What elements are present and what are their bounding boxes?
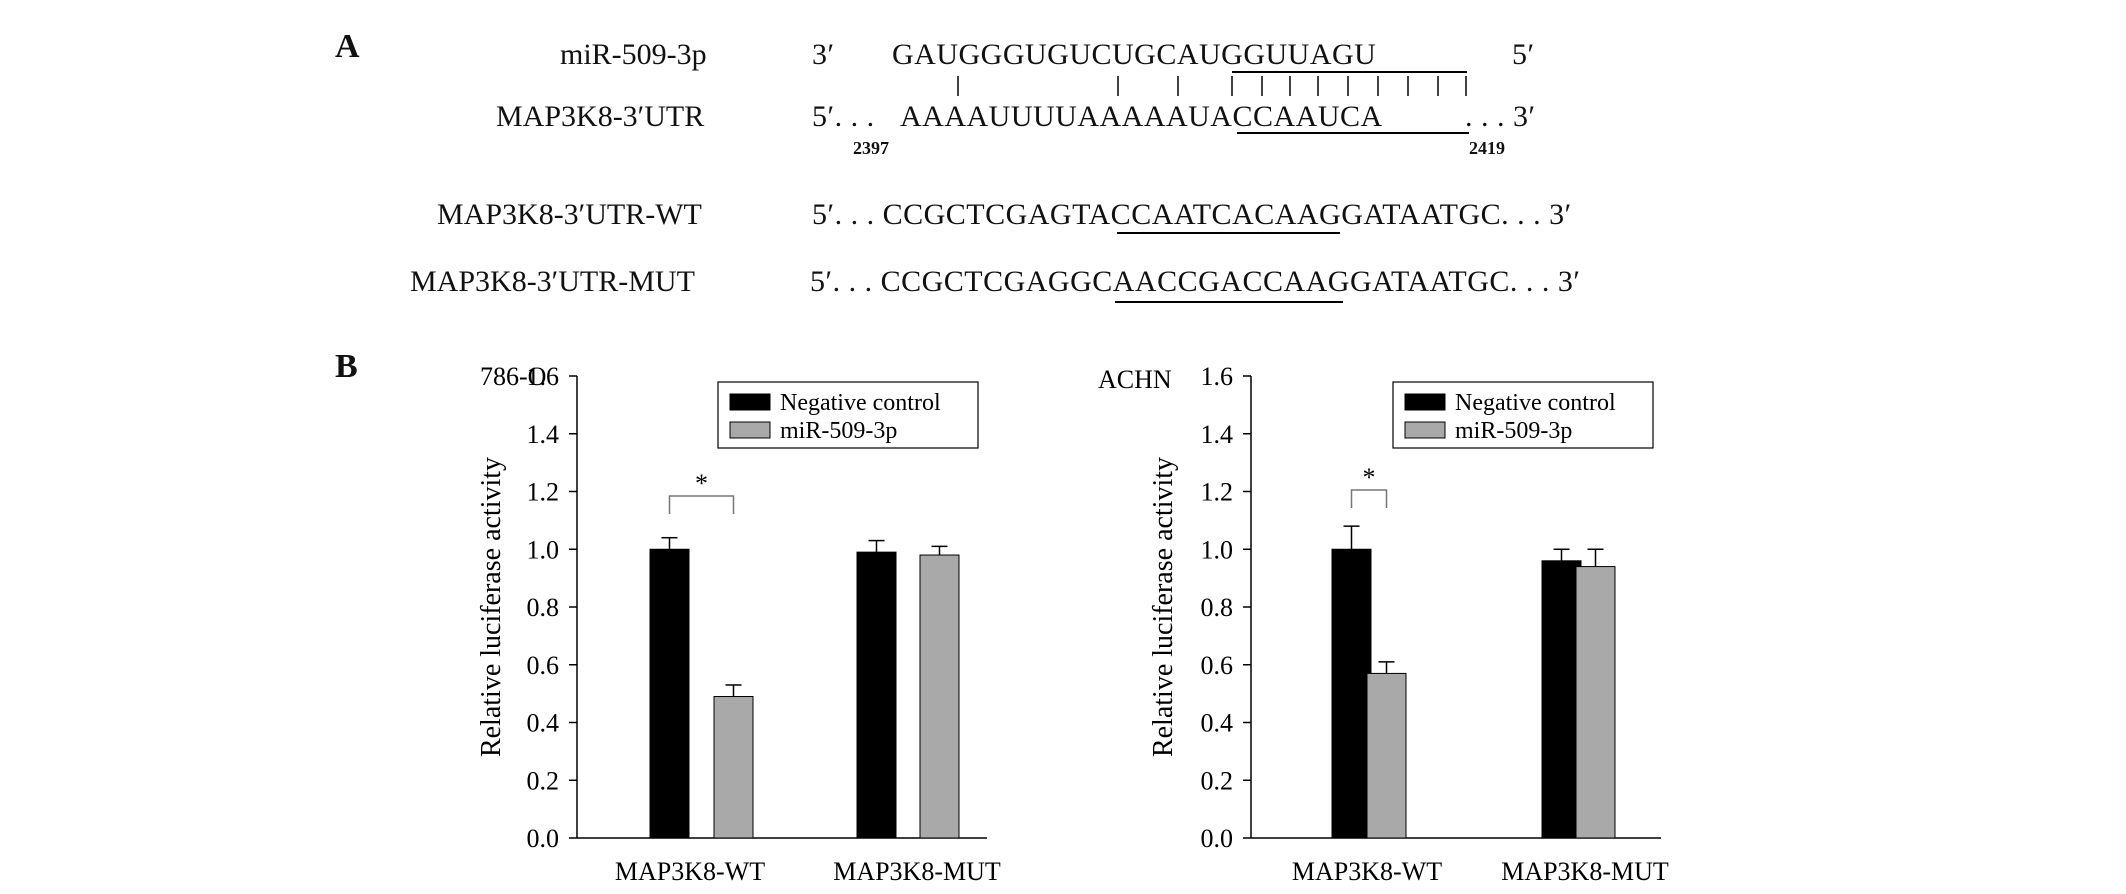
y-axis-label: Relative luciferase activity — [476, 457, 507, 757]
panel-b-label: B — [335, 348, 358, 385]
x-category-label: MAP3K8-MUT — [833, 857, 1001, 886]
utr-end-position: 2419 — [1469, 138, 1505, 158]
mut-flank-right: CAAGGATAATGC — [1262, 265, 1510, 298]
bar — [1575, 566, 1616, 839]
y-tick-label: 1.6 — [1201, 362, 1234, 391]
legend-swatch — [729, 421, 771, 439]
y-tick-label: 1.0 — [527, 535, 560, 564]
y-tick-label: 0.4 — [1201, 709, 1234, 738]
mirna-5prime-end: 5′ — [1512, 38, 1535, 71]
mut-suffix: . . . 3′ — [1509, 265, 1581, 298]
y-tick-label: 0.0 — [1201, 824, 1234, 853]
significance-star: * — [1363, 463, 1376, 492]
legend-label: Negative control — [780, 390, 941, 416]
wt-prefix: 5′. . . — [812, 198, 875, 231]
mut-site: GCAACCGAC — [1070, 265, 1263, 298]
mirna-sequence: GAUGGGUGUCUGCAUGGUUAGU — [892, 38, 1377, 71]
y-tick-label: 0.2 — [1201, 766, 1234, 795]
wt-site: TACCAATCA — [1072, 198, 1255, 231]
utr-label: MAP3K8-3′UTR — [496, 100, 705, 133]
legend-label: miR-509-3p — [1455, 418, 1572, 444]
y-tick-label: 0.4 — [527, 709, 560, 738]
wt-sequence: 5′. . . CCGCTCGAGTACCAATCACAAGGATAATGC. … — [812, 198, 1572, 232]
y-tick-label: 1.4 — [1201, 420, 1234, 449]
utr-prefix: 5′. . . — [812, 100, 875, 133]
utr-suffix: . . . 3′ — [1465, 100, 1536, 133]
bar — [713, 696, 754, 839]
y-tick-label: 1.2 — [1201, 478, 1234, 507]
bar — [919, 554, 960, 839]
legend-label: miR-509-3p — [780, 418, 897, 444]
legend-swatch — [1404, 393, 1446, 411]
y-tick-label: 0.2 — [527, 766, 560, 795]
cell-line-label: ACHN — [1098, 365, 1172, 394]
legend-swatch — [1404, 421, 1446, 439]
wt-label: MAP3K8-3′UTR-WT — [437, 198, 702, 231]
mirna-label: miR-509-3p — [560, 38, 707, 71]
cell-line-label: 786-O — [480, 362, 546, 391]
mut-flank-left: CCGCTCGAG — [880, 265, 1071, 298]
significance-star: * — [695, 469, 708, 498]
y-tick-label: 0.6 — [527, 651, 560, 680]
x-category-label: MAP3K8-WT — [615, 857, 765, 886]
bar — [1541, 560, 1582, 839]
utr-start-position: 2397 — [853, 138, 889, 158]
utr-sequence: AAAAUUUUAAAAAUACCAAUCA — [900, 100, 1383, 133]
significance-bracket — [668, 495, 735, 514]
legend-swatch — [729, 393, 771, 411]
y-tick-label: 0.0 — [527, 824, 560, 853]
y-tick-label: 1.0 — [1201, 535, 1234, 564]
legend-label: Negative control — [1455, 390, 1616, 416]
wt-flank-right: CAAGGATAATGC — [1254, 198, 1502, 231]
y-tick-label: 0.8 — [1201, 593, 1234, 622]
panel-a-label: A — [335, 28, 360, 65]
mut-label: MAP3K8-3′UTR-MUT — [410, 265, 695, 298]
y-tick-label: 0.8 — [527, 593, 560, 622]
y-tick-label: 0.6 — [1201, 651, 1234, 680]
significance-bracket — [1350, 489, 1388, 508]
wt-flank-left: CCGCTCGAG — [882, 198, 1073, 231]
y-tick-label: 1.6 — [527, 362, 560, 391]
mut-sequence: 5′. . . CCGCTCGAGGCAACCGACCAAGGATAATGC. … — [810, 265, 1580, 299]
x-category-label: MAP3K8-WT — [1292, 857, 1442, 886]
bar — [1366, 672, 1407, 839]
y-tick-label: 1.4 — [527, 420, 560, 449]
x-category-label: MAP3K8-MUT — [1501, 857, 1669, 886]
wt-suffix: . . . 3′ — [1501, 198, 1572, 231]
y-axis-label: Relative luciferase activity — [1148, 457, 1179, 757]
mut-prefix: 5′. . . — [810, 265, 873, 298]
y-tick-label: 1.2 — [527, 478, 560, 507]
bar — [1331, 548, 1372, 839]
mirna-3prime-end: 3′ — [812, 38, 835, 71]
bar — [856, 551, 897, 839]
bar — [649, 548, 690, 839]
